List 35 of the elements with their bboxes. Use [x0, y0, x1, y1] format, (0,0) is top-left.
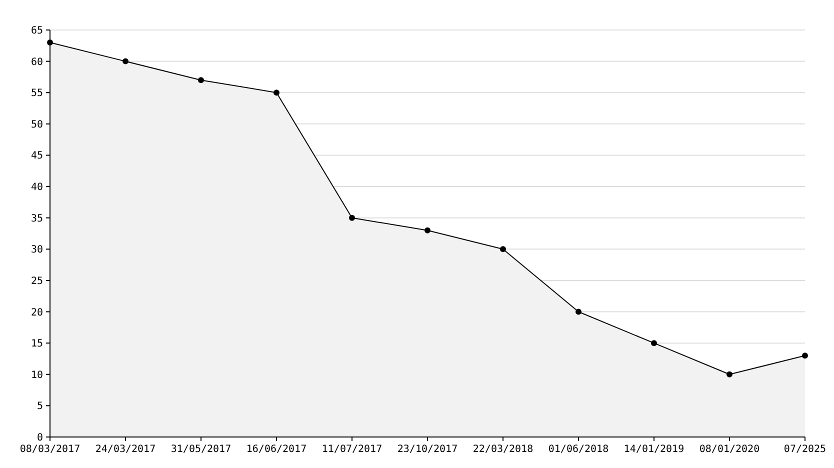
point: [274, 90, 280, 96]
x-tick-label: 11/07/2017: [322, 444, 382, 455]
y-tick-label: 0: [36, 432, 43, 444]
y-tick-label: 20: [30, 307, 43, 318]
point: [651, 340, 657, 346]
y-tick-label: 15: [30, 338, 43, 350]
point: [576, 308, 582, 315]
point: [500, 246, 506, 252]
y-tick-label: 55: [30, 88, 43, 100]
x-tick-label: 14/01/2019: [624, 444, 684, 455]
point: [726, 371, 732, 378]
y-tick-label: 45: [30, 150, 43, 162]
y-tick-label: 50: [30, 119, 43, 130]
y-tick-label: 60: [30, 56, 43, 68]
y-tick-label: 10: [30, 370, 43, 381]
point: [122, 58, 128, 64]
x-tick-label: 01/06/2018: [548, 444, 609, 455]
x-tick-label: 08/03/2017: [20, 444, 80, 455]
y-tick-label: 5: [36, 401, 43, 412]
x-tick-label: 23/10/2017: [397, 444, 458, 455]
y-tick-label: 25: [30, 276, 43, 287]
x-tick-label: 31/05/2017: [170, 444, 232, 455]
y-tick-label: 65: [30, 26, 43, 36]
point: [424, 227, 430, 234]
x-tick-label: 07/2025: [784, 444, 826, 455]
point: [349, 214, 355, 221]
y-tick-label: 40: [30, 182, 43, 194]
point: [198, 77, 204, 84]
y-tick-label: 35: [30, 213, 43, 224]
y-tick-label: 30: [30, 244, 43, 256]
x-tick-label: 16/06/2017: [246, 444, 307, 455]
point: [802, 352, 808, 359]
x-tick-label: 08/01/2020: [699, 444, 760, 455]
x-tick-label: 22/03/2018: [472, 444, 534, 455]
x-tick-label: 24/03/2017: [95, 444, 156, 455]
